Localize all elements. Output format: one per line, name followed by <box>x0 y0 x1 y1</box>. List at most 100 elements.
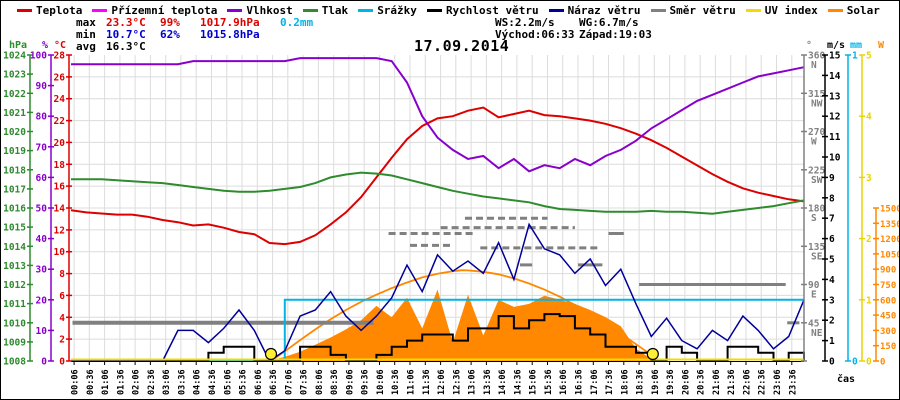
legend-swatch <box>92 9 108 12</box>
svg-text:28: 28 <box>54 51 66 62</box>
svg-text:00:36: 00:36 <box>86 369 96 395</box>
legend-swatch <box>227 9 243 12</box>
svg-text:7: 7 <box>829 214 835 225</box>
svg-text:00:06: 00:06 <box>71 369 81 395</box>
svg-text:1017: 1017 <box>3 184 26 195</box>
svg-text:1023: 1023 <box>3 70 26 81</box>
svg-text:hPa: hPa <box>9 40 27 51</box>
min-pressure: 1015.8hPa <box>200 28 260 41</box>
svg-text:22:36: 22:36 <box>758 369 768 395</box>
wind-speed-stat: WS:2.2m/s <box>495 16 555 29</box>
svg-text:11:06: 11:06 <box>407 369 417 395</box>
svg-text:22:06: 22:06 <box>743 369 753 395</box>
max-temperature: 23.3°C <box>106 16 146 29</box>
stats-min-label: min <box>76 28 96 41</box>
svg-text:0: 0 <box>59 357 65 368</box>
legend-label: Přízemní teplota <box>111 4 218 17</box>
svg-text:13:06: 13:06 <box>468 369 478 395</box>
svg-text:1012: 1012 <box>3 280 26 291</box>
svg-text:18: 18 <box>54 160 66 171</box>
svg-text:8: 8 <box>59 269 65 280</box>
axis-uv: 0 1 2 3 4 5 <box>859 51 872 368</box>
svg-text:12: 12 <box>54 225 65 236</box>
svg-text:0: 0 <box>829 357 835 368</box>
legend-label: Solar <box>846 4 880 17</box>
svg-text:02:36: 02:36 <box>147 369 157 395</box>
max-humidity: 99% <box>160 16 180 29</box>
svg-text:06:06: 06:06 <box>254 369 264 395</box>
svg-text:2: 2 <box>829 316 835 327</box>
legend-label: Tlak <box>321 4 349 17</box>
stats-block: max 23.3°C 99% 1017.9hPa 0.2mm min 10.7°C 62% 1… <box>76 17 313 53</box>
legend-swatch <box>302 9 318 12</box>
legend-label: Teplota <box>36 4 83 17</box>
svg-text:21:36: 21:36 <box>727 369 737 395</box>
svg-text:1016: 1016 <box>3 204 26 215</box>
svg-text:2: 2 <box>59 335 65 346</box>
svg-text:SE: SE <box>811 251 823 262</box>
svg-text:70: 70 <box>36 142 48 153</box>
svg-text:°: ° <box>806 40 812 51</box>
axis-pct: 0 10 20 30 40 50 60 70 80 90 100% <box>30 40 54 368</box>
sunrise-time: Východ:06:33 <box>495 28 575 41</box>
svg-text:%: % <box>42 40 48 51</box>
svg-text:09:36: 09:36 <box>361 369 371 395</box>
svg-text:N: N <box>811 60 817 71</box>
svg-text:08:06: 08:06 <box>315 369 325 395</box>
svg-text:135: 135 <box>808 242 825 253</box>
svg-text:02:06: 02:06 <box>132 369 142 395</box>
svg-text:20:06: 20:06 <box>681 369 691 395</box>
svg-text:1350: 1350 <box>880 220 900 230</box>
svg-text:18:36: 18:36 <box>636 369 646 395</box>
svg-text:1014: 1014 <box>3 242 26 253</box>
min-humidity: 62% <box>160 28 180 41</box>
svg-text:10: 10 <box>54 247 66 258</box>
svg-text:0: 0 <box>880 358 885 368</box>
svg-text:1021: 1021 <box>3 108 26 119</box>
svg-text:04:06: 04:06 <box>193 369 203 395</box>
wind-direction-series <box>72 216 800 325</box>
svg-text:1022: 1022 <box>3 89 26 100</box>
svg-text:600: 600 <box>880 296 896 306</box>
svg-text:13: 13 <box>829 91 841 102</box>
svg-text:0: 0 <box>41 357 47 368</box>
svg-text:3: 3 <box>829 295 835 306</box>
svg-text:90: 90 <box>808 280 820 291</box>
svg-text:50: 50 <box>36 204 48 215</box>
svg-text:1: 1 <box>829 336 835 347</box>
svg-text:19:36: 19:36 <box>666 369 676 395</box>
svg-text:1: 1 <box>866 295 872 306</box>
svg-text:8: 8 <box>829 193 835 204</box>
svg-text:315: 315 <box>808 89 825 100</box>
legend-swatch <box>548 9 564 12</box>
svg-text:W: W <box>811 137 817 148</box>
stats-avg-label: avg <box>76 40 96 53</box>
axis-hpa: 1008 1009 1010 1011 1012 1013 1014 1015 1016 1017… <box>3 40 33 368</box>
svg-text:6: 6 <box>59 291 65 302</box>
svg-text:1015: 1015 <box>3 223 26 234</box>
svg-text:90: 90 <box>36 81 48 92</box>
stats-row-avg: avg 16.3°C <box>76 41 313 53</box>
svg-text:15: 15 <box>829 51 841 62</box>
svg-text:14: 14 <box>54 204 66 215</box>
legend-swatch <box>17 9 32 12</box>
avg-temperature: 16.3°C <box>106 40 146 53</box>
svg-text:450: 450 <box>880 312 896 322</box>
grid <box>71 55 804 361</box>
svg-text:225: 225 <box>808 165 825 176</box>
wind_gust-series <box>71 222 805 363</box>
svg-text:900: 900 <box>880 266 896 276</box>
svg-text:07:06: 07:06 <box>284 369 294 395</box>
svg-text:3: 3 <box>866 173 872 184</box>
svg-text:18:06: 18:06 <box>620 369 630 395</box>
svg-text:1020: 1020 <box>3 127 26 138</box>
svg-text:1200: 1200 <box>880 235 900 245</box>
legend-label: UV index <box>764 4 818 17</box>
svg-text:E: E <box>811 290 817 301</box>
svg-text:20: 20 <box>36 295 48 306</box>
legend-swatch <box>745 9 761 12</box>
svg-text:26: 26 <box>54 72 66 83</box>
chart-date-title: 17.09.2014 <box>414 37 510 55</box>
